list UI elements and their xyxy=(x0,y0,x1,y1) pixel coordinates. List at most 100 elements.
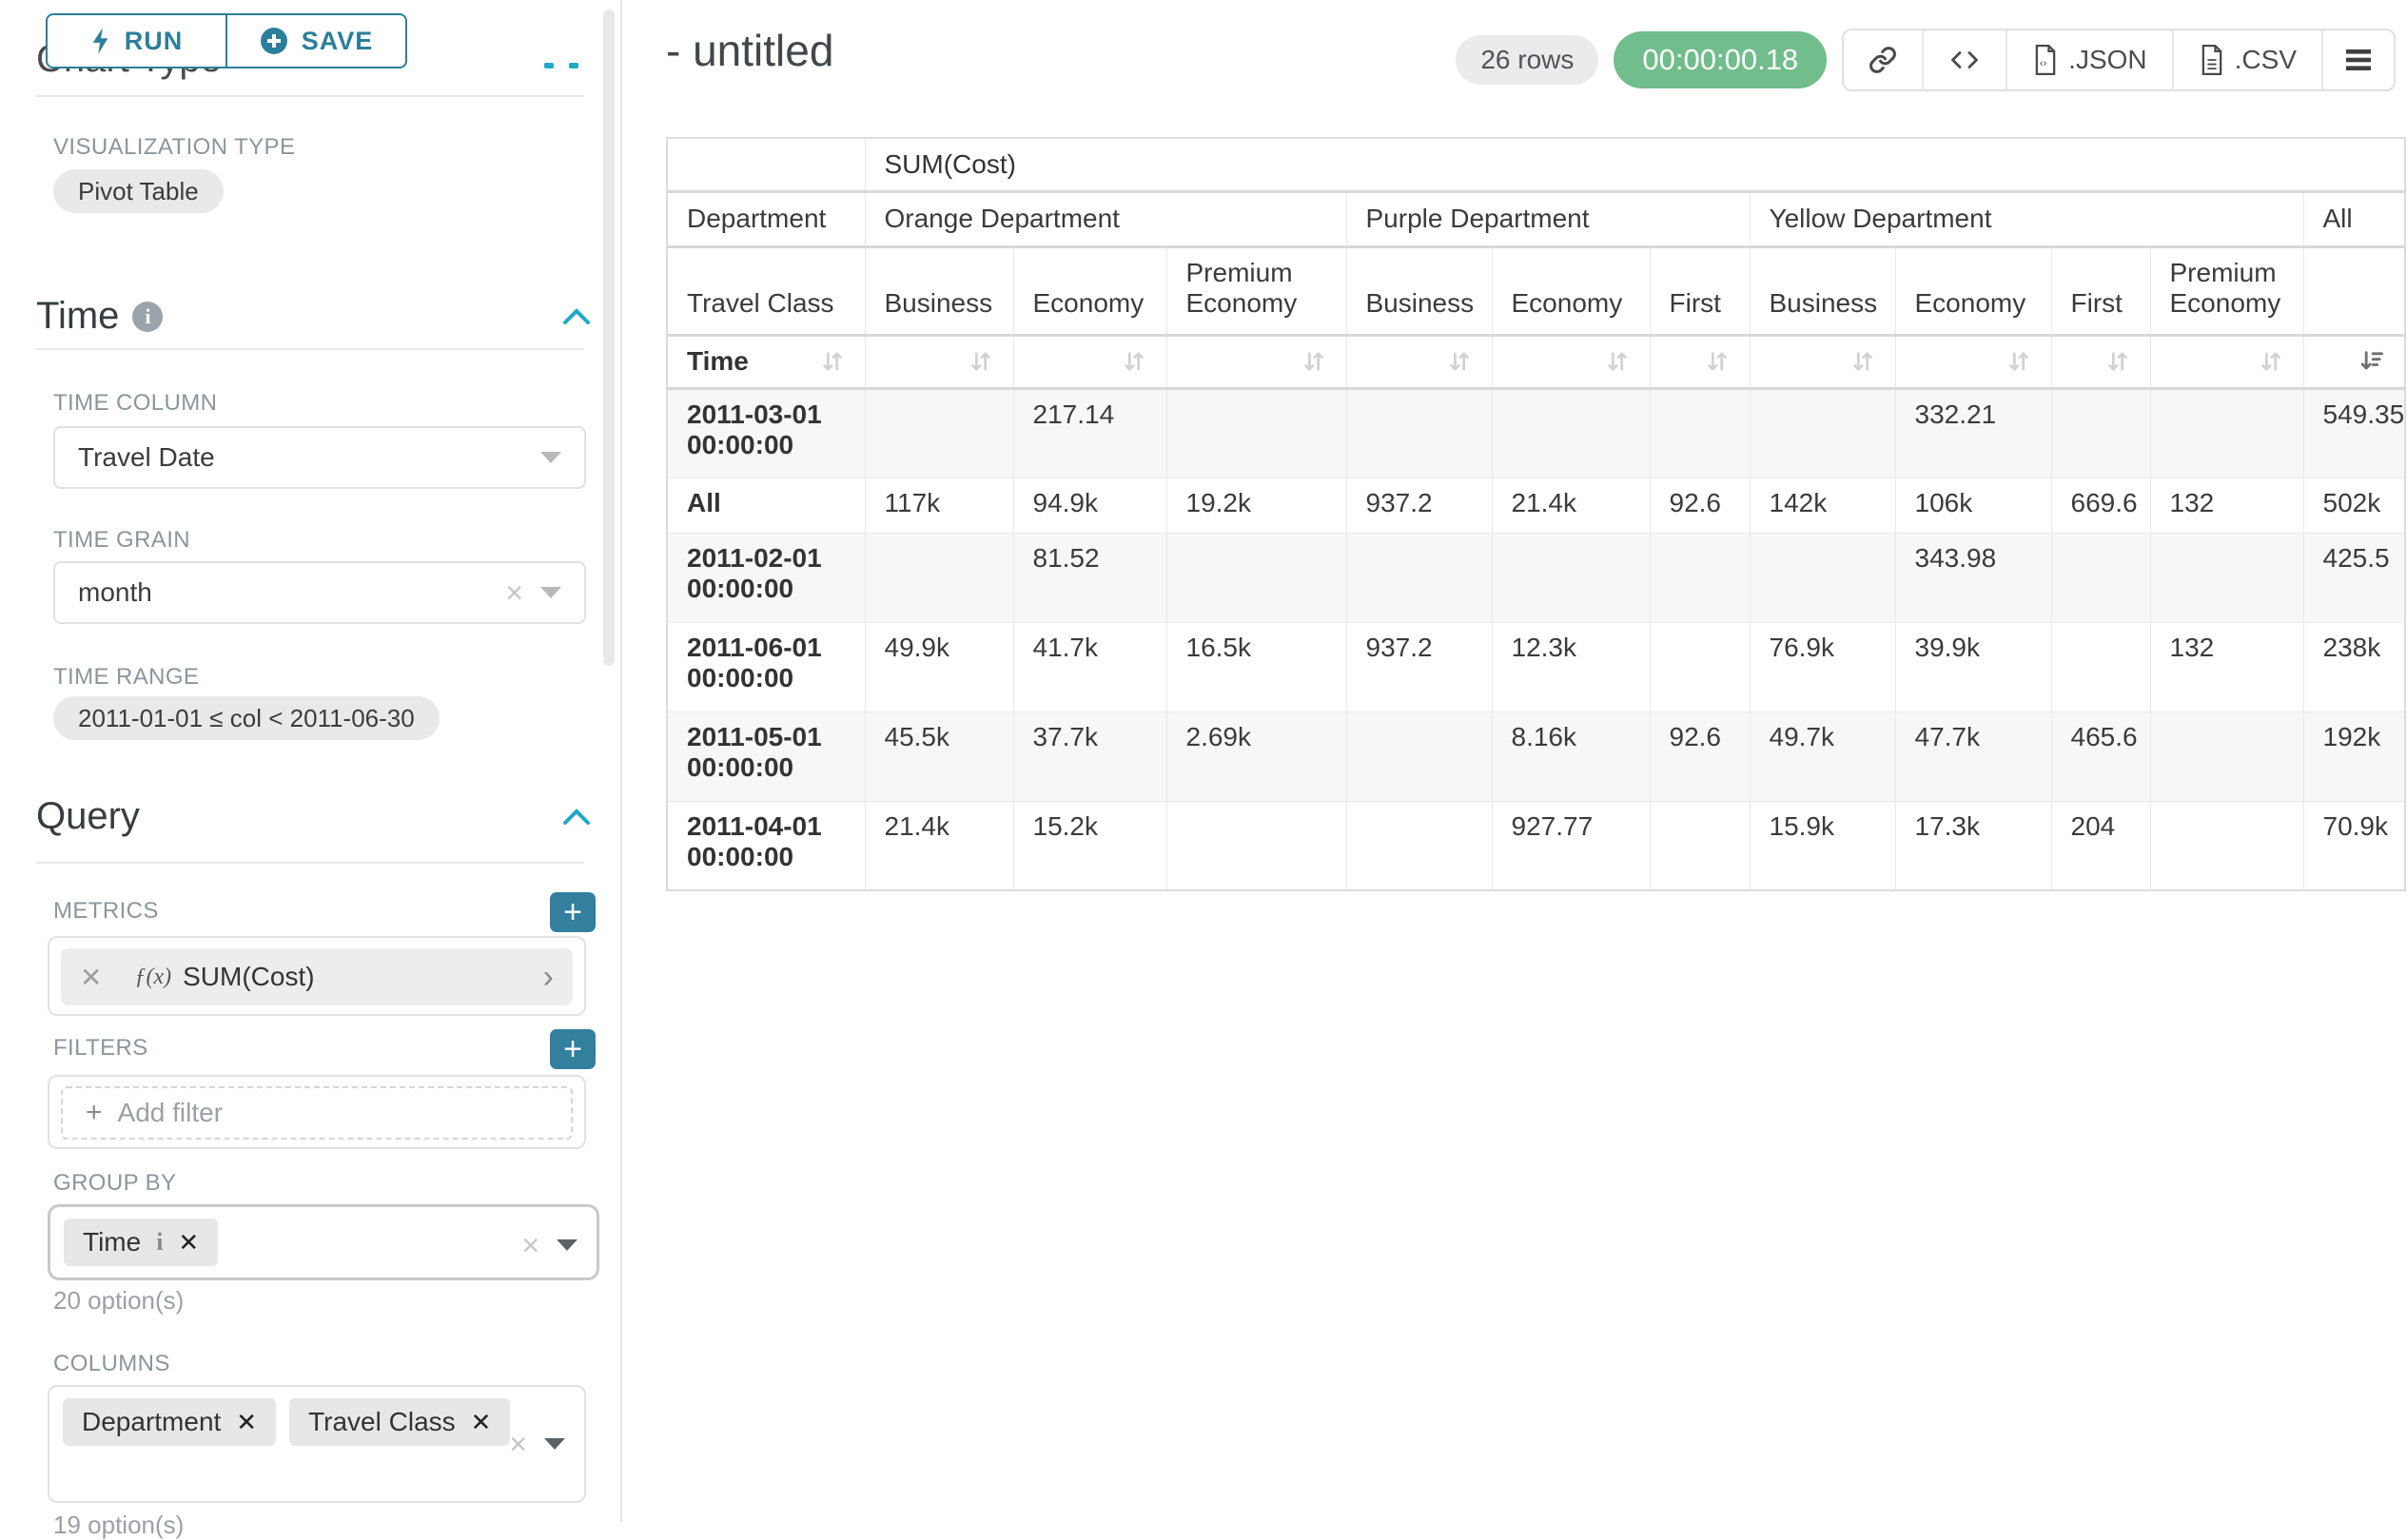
collapse-chevron-icon[interactable] xyxy=(561,306,592,327)
pivot-value-cell: 502k xyxy=(2303,478,2405,533)
chevron-down-icon[interactable] xyxy=(557,1239,577,1251)
pivot-sort-header[interactable] xyxy=(2051,335,2150,388)
pivot-sort-header[interactable] xyxy=(1166,335,1346,388)
sort-icon[interactable] xyxy=(1604,349,1631,374)
run-save-button-group: RUN SAVE xyxy=(46,13,407,68)
sort-icon[interactable] xyxy=(968,349,994,374)
link-icon xyxy=(1869,46,1897,74)
pivot-sort-header[interactable] xyxy=(2150,335,2303,388)
pivot-sort-header[interactable] xyxy=(1492,335,1650,388)
query-timer-badge: 00:00:00.18 xyxy=(1614,31,1827,88)
pivot-sort-header[interactable] xyxy=(1750,335,1895,388)
sort-icon[interactable] xyxy=(819,349,846,374)
pivot-value-cell xyxy=(865,533,1013,622)
pivot-value-cell: 132 xyxy=(2150,622,2303,712)
group-by-label: GROUP BY xyxy=(53,1170,176,1197)
time-column-select[interactable]: Travel Date xyxy=(53,426,586,489)
pivot-value-cell: 343.98 xyxy=(1895,533,2051,622)
export-csv-button[interactable]: .CSV xyxy=(2174,30,2323,89)
viz-type-label: VISUALIZATION TYPE xyxy=(53,134,295,161)
pivot-value-cell: 192k xyxy=(2303,712,2405,801)
add-metric-button[interactable]: + xyxy=(550,892,596,932)
chevron-down-icon[interactable] xyxy=(544,1438,565,1450)
pivot-value-cell xyxy=(865,388,1013,478)
pivot-value-cell xyxy=(1346,712,1492,801)
menu-icon xyxy=(2344,48,2373,72)
chart-title[interactable]: - untitled xyxy=(666,25,833,76)
pivot-sort-header[interactable] xyxy=(1346,335,1492,388)
more-menu-button[interactable] xyxy=(2323,30,2394,89)
group-by-chip-time[interactable]: Timei✕ xyxy=(64,1218,218,1266)
copy-link-button[interactable] xyxy=(1844,30,1924,89)
remove-chip-icon[interactable]: ✕ xyxy=(178,1228,199,1257)
pivot-sort-header[interactable] xyxy=(865,335,1013,388)
time-section-header[interactable]: Time i xyxy=(36,295,163,338)
remove-chip-icon[interactable]: ✕ xyxy=(236,1408,257,1437)
pivot-value-cell: 92.6 xyxy=(1650,712,1750,801)
file-csv-icon xyxy=(2199,45,2225,75)
clear-icon[interactable]: × xyxy=(509,1429,527,1459)
pivot-value-cell xyxy=(1346,801,1492,890)
pivot-value-cell xyxy=(1166,801,1346,890)
chevron-down-icon xyxy=(540,452,561,463)
pivot-sort-header[interactable] xyxy=(1650,335,1750,388)
pivot-value-cell: 16.5k xyxy=(1166,622,1346,712)
pivot-value-cell: 927.77 xyxy=(1492,801,1650,890)
query-section-header[interactable]: Query xyxy=(36,795,140,838)
pivot-value-cell: 21.4k xyxy=(1492,478,1650,533)
add-filter-plus-button[interactable]: + xyxy=(550,1029,596,1069)
columns-options-count: 19 option(s) xyxy=(53,1511,184,1540)
remove-metric-icon[interactable]: ✕ xyxy=(80,962,102,993)
sort-icon[interactable] xyxy=(1704,349,1731,374)
remove-chip-icon[interactable]: ✕ xyxy=(471,1408,492,1437)
info-icon: i xyxy=(132,302,163,332)
sort-icon[interactable] xyxy=(1121,349,1147,374)
pivot-time-sort-header[interactable]: Time xyxy=(667,335,865,388)
group-by-select[interactable]: Timei✕ × xyxy=(48,1204,599,1280)
sort-icon[interactable] xyxy=(2258,349,2284,374)
clear-icon[interactable]: × xyxy=(521,1230,539,1260)
pivot-column-header: Economy xyxy=(1013,246,1166,335)
chevron-right-icon[interactable]: › xyxy=(543,961,554,993)
panel-scrollbar[interactable] xyxy=(603,10,615,666)
collapse-chevron-icon[interactable] xyxy=(561,807,592,828)
time-range-pill[interactable]: 2011-01-01 ≤ col < 2011-06-30 xyxy=(53,696,440,740)
columns-label: COLUMNS xyxy=(53,1351,170,1377)
pivot-value-cell xyxy=(1346,533,1492,622)
chart-type-chevron-fragment xyxy=(569,63,578,68)
columns-select[interactable]: Department✕ Travel Class✕ × xyxy=(48,1385,586,1503)
view-query-button[interactable] xyxy=(1924,30,2007,89)
pivot-group-header: Purple Department xyxy=(1346,191,1750,246)
save-button[interactable]: SAVE xyxy=(226,13,407,68)
sort-desc-icon[interactable] xyxy=(2358,349,2385,374)
time-grain-select[interactable]: month × xyxy=(53,561,586,624)
metrics-label: METRICS xyxy=(53,898,159,925)
pivot-value-cell xyxy=(2051,622,2150,712)
run-button[interactable]: RUN xyxy=(46,13,226,68)
export-json-button[interactable]: ‹› .JSON xyxy=(2007,30,2173,89)
pivot-value-cell xyxy=(1650,801,1750,890)
pivot-sort-header[interactable] xyxy=(2303,335,2405,388)
viz-type-pill[interactable]: Pivot Table xyxy=(53,169,224,213)
sort-icon[interactable] xyxy=(2104,349,2131,374)
sort-icon[interactable] xyxy=(1446,349,1473,374)
columns-chip-travel-class[interactable]: Travel Class✕ xyxy=(289,1398,510,1446)
pivot-column-header: Premium Economy xyxy=(2150,246,2303,335)
columns-chip-department[interactable]: Department✕ xyxy=(63,1398,276,1446)
pivot-value-cell xyxy=(2150,388,2303,478)
pivot-sort-header[interactable] xyxy=(1895,335,2051,388)
sort-icon[interactable] xyxy=(2006,349,2032,374)
sort-icon[interactable] xyxy=(1301,349,1327,374)
clear-icon[interactable]: × xyxy=(505,577,523,608)
add-filter-button[interactable]: + Add filter xyxy=(61,1086,573,1140)
pivot-value-cell: 49.9k xyxy=(865,622,1013,712)
pivot-sort-header[interactable] xyxy=(1013,335,1166,388)
time-range-label: TIME RANGE xyxy=(53,664,199,691)
metric-chip[interactable]: ✕ ƒ(x) SUM(Cost) › xyxy=(61,948,573,1005)
pivot-value-cell xyxy=(1650,622,1750,712)
plus-circle-icon xyxy=(260,27,288,55)
code-icon xyxy=(1948,46,1981,74)
chart-type-chevron-fragment xyxy=(544,63,554,68)
sort-icon[interactable] xyxy=(1849,349,1876,374)
pivot-value-cell: 142k xyxy=(1750,478,1895,533)
